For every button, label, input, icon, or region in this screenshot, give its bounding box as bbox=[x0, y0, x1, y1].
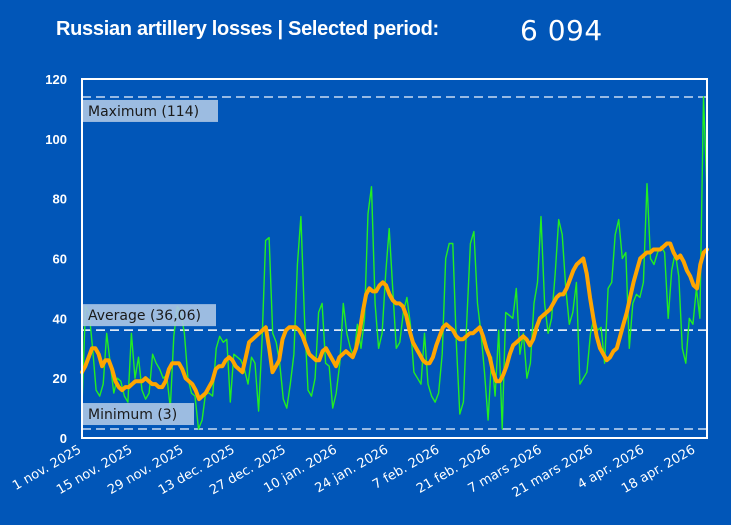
selected-period-total: 6 094 bbox=[520, 14, 603, 47]
reference-label-box-average bbox=[83, 304, 216, 327]
y-axis-ticks: 0 20 40 60 80 100 120 bbox=[45, 72, 67, 446]
reference-label-average: Average (36,06) bbox=[88, 308, 201, 324]
y-tick-label: 100 bbox=[45, 132, 67, 147]
y-tick-label: 80 bbox=[53, 192, 67, 207]
reference-label-box-maximum bbox=[83, 99, 218, 122]
reference-label-minimum: Minimum (3) bbox=[88, 407, 177, 423]
y-tick-label: 40 bbox=[53, 311, 67, 326]
reference-label-box-minimum bbox=[83, 403, 194, 426]
reference-labels: Maximum (114) Average (36,06) Minimum (3) bbox=[83, 99, 218, 426]
y-tick-label: 120 bbox=[45, 72, 67, 87]
series-moving-average-line bbox=[80, 241, 709, 402]
reference-label-maximum: Maximum (114) bbox=[88, 104, 199, 120]
reference-lines bbox=[82, 96, 707, 430]
y-tick-label: 0 bbox=[60, 431, 67, 446]
y-tick-label: 20 bbox=[53, 371, 67, 386]
series-daily-losses-line bbox=[81, 96, 708, 430]
chart-title: Russian artillery losses | Selected peri… bbox=[56, 18, 439, 40]
plot-frame bbox=[81, 78, 708, 439]
series-daily-losses-points bbox=[81, 96, 708, 430]
y-tick-label: 60 bbox=[53, 252, 67, 267]
